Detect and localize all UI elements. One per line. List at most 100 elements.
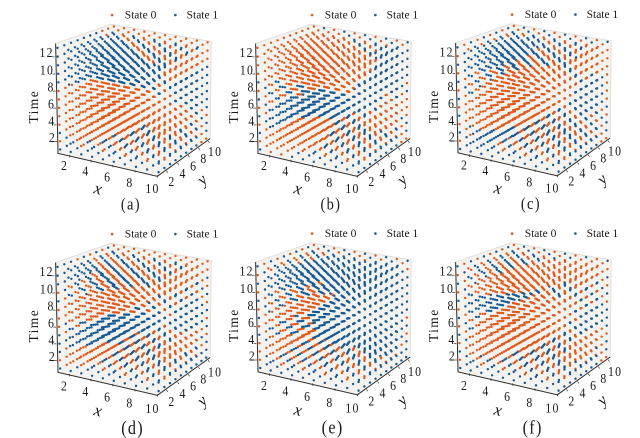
svg-text:10: 10 <box>608 364 622 379</box>
svg-text:10: 10 <box>208 145 222 160</box>
svg-text:4: 4 <box>179 166 186 181</box>
svg-text:(c): (c) <box>521 195 541 213</box>
svg-text:2: 2 <box>449 349 456 364</box>
svg-text:10: 10 <box>145 402 159 417</box>
svg-text:6: 6 <box>248 97 255 112</box>
svg-text:2: 2 <box>568 394 575 409</box>
svg-text:2: 2 <box>461 158 468 173</box>
svg-text:(f): (f) <box>523 416 543 437</box>
svg-text:6: 6 <box>590 158 597 173</box>
svg-text:8: 8 <box>247 298 254 313</box>
svg-text:8: 8 <box>526 395 533 410</box>
svg-text:8: 8 <box>600 371 607 386</box>
svg-text:4: 4 <box>82 384 89 399</box>
svg-text:State 0: State 0 <box>125 10 157 22</box>
svg-text:8: 8 <box>47 80 54 95</box>
svg-text:Time: Time <box>426 89 441 123</box>
svg-text:6: 6 <box>504 389 511 404</box>
svg-text:4: 4 <box>48 114 55 129</box>
svg-text:(e): (e) <box>322 416 344 437</box>
svg-text:10: 10 <box>40 282 54 297</box>
svg-text:2: 2 <box>568 174 575 189</box>
svg-text:10: 10 <box>608 144 622 159</box>
svg-text:2: 2 <box>49 130 56 145</box>
svg-text:8: 8 <box>326 175 333 190</box>
svg-text:8: 8 <box>526 175 533 190</box>
svg-text:4: 4 <box>448 113 455 128</box>
svg-text:6: 6 <box>248 315 255 330</box>
svg-text:6: 6 <box>190 379 197 394</box>
svg-text:8: 8 <box>447 79 454 94</box>
svg-text:10: 10 <box>240 63 254 78</box>
svg-text:State 0: State 0 <box>125 229 157 241</box>
svg-text:4: 4 <box>579 166 586 181</box>
svg-text:10: 10 <box>440 281 454 296</box>
svg-text:6: 6 <box>190 159 197 174</box>
svg-text:4: 4 <box>379 166 386 181</box>
svg-text:8: 8 <box>326 395 333 410</box>
svg-text:12: 12 <box>439 264 453 279</box>
svg-text:4: 4 <box>448 332 455 347</box>
svg-text:6: 6 <box>304 170 311 185</box>
svg-text:10: 10 <box>545 181 559 196</box>
svg-text:8: 8 <box>400 371 407 386</box>
svg-text:2: 2 <box>368 394 375 409</box>
svg-text:Time: Time <box>226 308 241 342</box>
svg-text:2: 2 <box>461 378 468 393</box>
svg-text:4: 4 <box>579 386 586 401</box>
svg-text:4: 4 <box>282 384 289 399</box>
svg-text:10: 10 <box>440 62 454 77</box>
svg-text:6: 6 <box>104 170 111 185</box>
svg-text:12: 12 <box>39 46 53 61</box>
svg-text:6: 6 <box>104 390 111 405</box>
svg-text:4: 4 <box>179 387 186 402</box>
svg-text:10: 10 <box>345 401 359 416</box>
svg-text:6: 6 <box>448 96 455 111</box>
svg-text:6: 6 <box>504 169 511 184</box>
svg-text:4: 4 <box>482 163 489 178</box>
svg-text:4: 4 <box>282 164 289 179</box>
svg-text:2: 2 <box>168 174 175 189</box>
svg-text:12: 12 <box>239 46 253 61</box>
svg-text:8: 8 <box>200 372 207 387</box>
svg-text:6: 6 <box>48 97 55 112</box>
svg-text:4: 4 <box>82 164 89 179</box>
svg-text:(b): (b) <box>321 195 342 213</box>
svg-text:4: 4 <box>248 332 255 347</box>
svg-text:8: 8 <box>200 152 207 167</box>
svg-text:10: 10 <box>40 63 54 78</box>
svg-text:2: 2 <box>368 174 375 189</box>
svg-text:2: 2 <box>261 158 268 173</box>
svg-text:10: 10 <box>208 365 222 380</box>
svg-text:6: 6 <box>448 315 455 330</box>
svg-text:12: 12 <box>39 265 53 280</box>
svg-text:State 1: State 1 <box>187 10 219 22</box>
svg-text:2: 2 <box>61 379 68 394</box>
svg-text:12: 12 <box>439 45 453 60</box>
svg-text:10: 10 <box>145 181 159 196</box>
svg-text:2: 2 <box>61 158 68 173</box>
svg-text:10: 10 <box>545 401 559 416</box>
svg-text:Time: Time <box>226 90 241 124</box>
svg-text:6: 6 <box>48 316 55 331</box>
svg-text:8: 8 <box>400 152 407 167</box>
svg-text:10: 10 <box>408 364 422 379</box>
svg-text:2: 2 <box>249 349 256 364</box>
svg-text:4: 4 <box>482 384 489 399</box>
svg-text:8: 8 <box>126 396 133 411</box>
svg-text:6: 6 <box>590 378 597 393</box>
svg-text:2: 2 <box>168 394 175 409</box>
svg-text:Time: Time <box>426 308 441 342</box>
svg-text:State 0: State 0 <box>525 228 557 240</box>
svg-text:State 0: State 0 <box>525 9 557 21</box>
svg-text:4: 4 <box>248 114 255 129</box>
svg-text:State 1: State 1 <box>387 228 419 240</box>
svg-text:2: 2 <box>49 349 56 364</box>
svg-text:2: 2 <box>261 378 268 393</box>
svg-text:8: 8 <box>47 299 54 314</box>
svg-text:2: 2 <box>249 130 256 145</box>
svg-text:State 0: State 0 <box>325 10 357 22</box>
svg-text:12: 12 <box>239 264 253 279</box>
svg-text:Time: Time <box>26 90 41 124</box>
svg-text:8: 8 <box>447 298 454 313</box>
